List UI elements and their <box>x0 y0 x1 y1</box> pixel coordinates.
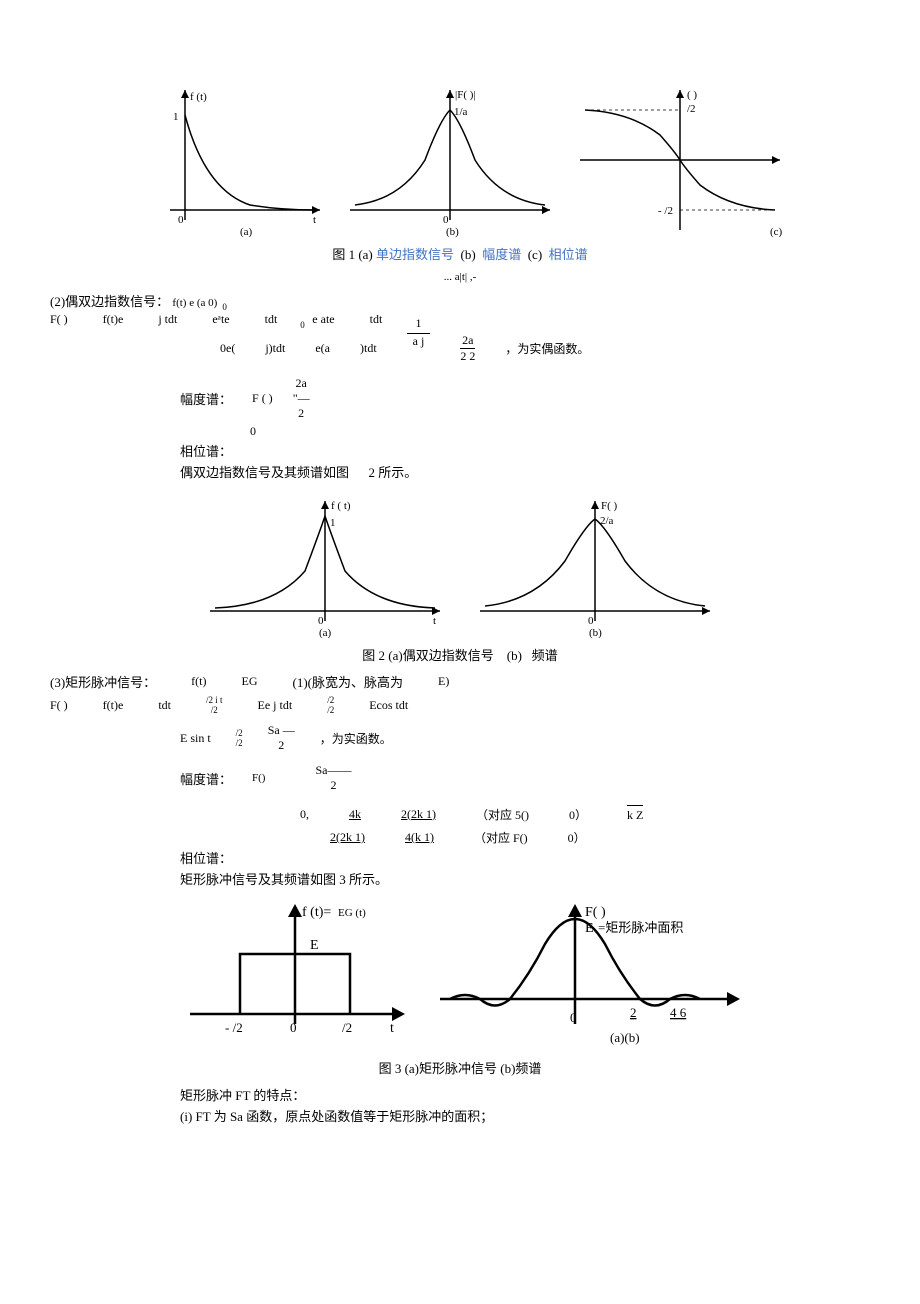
sec3-phase: 相位谱： <box>180 848 870 867</box>
svg-text:0: 0 <box>290 1020 297 1035</box>
svg-text:(a): (a) <box>240 226 253 238</box>
sec2-eq1: F( ) f(t)e j tdt 0eᵃte tdt 0e ate tdt <box>50 312 870 327</box>
fig2-caption: 图 2 (a)偶双边指数信号 (b) 频谱 <box>50 645 870 664</box>
svg-text:t: t <box>313 214 316 226</box>
svg-text:1/a: 1/a <box>454 106 468 118</box>
svg-text:f (t): f (t) <box>190 91 207 103</box>
sec3-row1: 0, 4k 2(2k 1) （对应 5() 0） k Z <box>300 805 870 823</box>
sec2-phase: 相位谱： <box>180 441 870 460</box>
svg-text:- /2: - /2 <box>658 205 673 217</box>
svg-text:E: E <box>585 921 594 936</box>
svg-text:- /2: - /2 <box>225 1020 243 1035</box>
sec2-desc: 偶双边指数信号及其频谱如图 2 所示。 <box>180 462 870 481</box>
svg-text:(a)(b): (a)(b) <box>610 1030 640 1045</box>
sec3-amp: 幅度谱： F() Sa——2 <box>180 763 870 793</box>
svg-text:=矩形脉冲面积: =矩形脉冲面积 <box>598 920 683 935</box>
svg-text:1: 1 <box>173 111 179 123</box>
svg-text:(b): (b) <box>446 226 459 238</box>
svg-text:2: 2 <box>630 1005 637 1020</box>
fig1-panel-b: |F( )| 1/a 0 (b) <box>340 80 560 240</box>
svg-text:f (t)=: f (t)= <box>302 905 331 920</box>
svg-text:t: t <box>433 615 436 627</box>
fig3-panel-b: F( ) E =矩形脉冲面积 0 2 4 6 (a)(b) <box>430 894 750 1054</box>
figure-1: f (t) 1 0 t (a) |F( )| 1/a 0 (b) ( ) /2 … <box>50 80 870 240</box>
svg-text:EG (t): EG (t) <box>338 907 366 919</box>
figure-2: f ( t) 1 0 t (a) F( ) 2/a 0 (b) <box>50 491 870 641</box>
svg-text:F( ): F( ) <box>585 905 606 920</box>
svg-text:f ( t): f ( t) <box>331 500 351 512</box>
figure-3: f (t)= EG (t) E - /2 0 /2 t F( ) E =矩形脉冲… <box>50 894 870 1054</box>
svg-text:2/a: 2/a <box>600 515 614 527</box>
tail-l2: (i) FT 为 Sa 函数，原点处函数值等于矩形脉冲的面积； <box>180 1106 870 1125</box>
sec3-eq2: E sin t /2/2 Sa —2 ，为实函数。 <box>180 723 870 753</box>
svg-text:1: 1 <box>330 517 336 529</box>
fig1-caption: 图 1 (a) 单边指数信号 (b) 幅度谱 (c) 相位谱 <box>50 244 870 263</box>
svg-text:/2: /2 <box>342 1020 352 1035</box>
svg-text:F( ): F( ) <box>601 500 618 512</box>
sec2-expr: f(t) e (a 0) <box>172 297 217 309</box>
sec2-title: (2)偶双边指数信号： <box>50 294 169 309</box>
sec3-eq1: F( ) f(t)e tdt /2 i t/2 Ee j tdt /2/2 Ec… <box>50 695 870 715</box>
svg-text:( ): ( ) <box>687 89 697 101</box>
tail-l1: 矩形脉冲 FT 的特点： <box>180 1085 870 1104</box>
svg-text:0: 0 <box>588 615 594 627</box>
svg-text:t: t <box>390 1021 394 1036</box>
svg-text:(b): (b) <box>589 627 602 639</box>
sec3-title: (3)矩形脉冲信号： <box>50 672 156 691</box>
svg-text:0: 0 <box>443 214 449 226</box>
svg-text:0: 0 <box>178 214 184 226</box>
fig1-subexpr: ... a|t| ,- <box>50 271 870 283</box>
sec3-desc: 矩形脉冲信号及其频谱如图 3 所示。 <box>180 869 870 888</box>
fig2-panel-a: f ( t) 1 0 t (a) <box>195 491 455 641</box>
fig3-panel-a: f (t)= EG (t) E - /2 0 /2 t <box>170 894 420 1044</box>
svg-text:(c): (c) <box>770 226 783 238</box>
sec3-row2: 2(2k 1) 4(k 1) （对应 F() 0） <box>330 829 870 846</box>
svg-text:/2: /2 <box>687 103 696 115</box>
svg-text:4 6: 4 6 <box>670 1005 687 1020</box>
fig1-panel-a: f (t) 1 0 t (a) <box>130 80 330 240</box>
sec2-eq2: 0e( j)tdt e(a )tdt 1a j 2a2 2 ，为实偶函数。 <box>220 333 870 364</box>
sec2-amp-zero: 0 <box>250 423 870 439</box>
sec2-amp: 幅度谱： F ( ) 2a"—2 <box>180 376 870 421</box>
section-2: (2)偶双边指数信号： f(t) e (a 0) F( ) f(t)e j td… <box>50 291 870 481</box>
fig2-panel-b: F( ) 2/a 0 (b) <box>465 491 725 641</box>
svg-text:E: E <box>310 938 319 953</box>
section-3: (3)矩形脉冲信号： f(t) EG (1)(脉宽为、脉高为 E) F( ) f… <box>50 672 870 888</box>
svg-text:(a): (a) <box>319 627 332 639</box>
svg-text:0: 0 <box>318 615 324 627</box>
fig1-panel-c: ( ) /2 - /2 (c) <box>570 80 790 240</box>
svg-text:|F( )|: |F( )| <box>455 89 476 101</box>
fig3-caption: 图 3 (a)矩形脉冲信号 (b)频谱 <box>50 1058 870 1077</box>
svg-text:0: 0 <box>570 1010 577 1025</box>
